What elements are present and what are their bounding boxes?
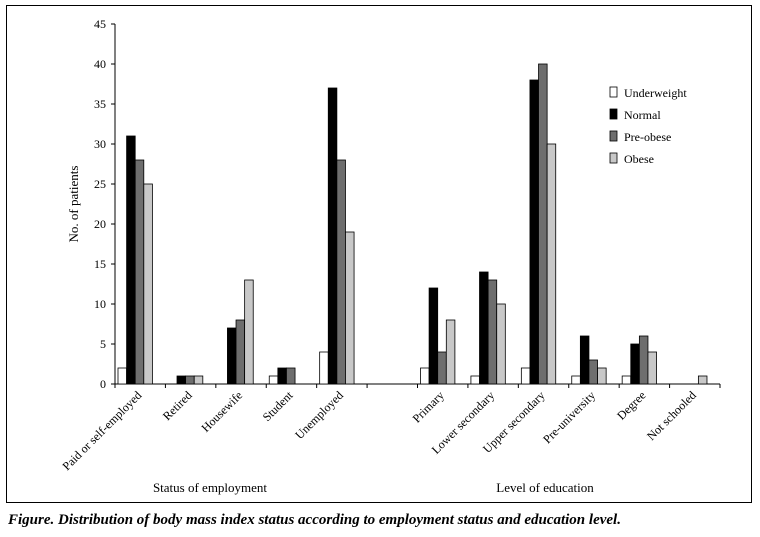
bar <box>235 319 246 385</box>
chart-ticks: 0 5 10 15 20 25 30 35 40 45 <box>94 17 721 391</box>
bar <box>630 343 640 385</box>
legend-label: Normal <box>624 108 661 122</box>
bar <box>134 159 145 385</box>
bar <box>571 375 581 385</box>
bar <box>268 375 279 385</box>
bar <box>520 367 531 385</box>
legend-swatch <box>609 152 618 164</box>
bar <box>319 351 329 385</box>
bar <box>117 367 128 385</box>
y-tick-label: 25 <box>94 177 106 191</box>
bar <box>697 375 708 385</box>
y-tick-label: 0 <box>100 377 106 391</box>
category-label: Student <box>260 388 296 424</box>
y-tick-label: 45 <box>94 17 106 31</box>
category-label: Unemployed <box>292 388 346 442</box>
bar <box>538 63 548 385</box>
y-tick-label: 30 <box>94 137 106 151</box>
category-label: Paid or self-employed <box>59 388 144 473</box>
bar <box>470 375 480 385</box>
bar <box>529 79 539 385</box>
chart-axes <box>114 24 720 385</box>
bar <box>428 287 439 385</box>
legend-swatch <box>609 130 618 142</box>
y-tick-label: 40 <box>94 57 106 71</box>
bar <box>588 359 598 385</box>
bar <box>345 231 355 385</box>
legend-label: Pre-obese <box>624 130 671 144</box>
caption-text: Distribution of body mass index status a… <box>58 512 621 528</box>
bar <box>647 351 657 385</box>
bar <box>445 319 456 385</box>
category-label: Pre-university <box>540 388 598 446</box>
figure-frame <box>6 5 752 503</box>
y-axis-label: No. of patients <box>66 166 81 243</box>
bar <box>579 335 590 385</box>
bar <box>496 303 506 385</box>
bar <box>193 375 204 385</box>
bar <box>420 367 430 385</box>
legend-label: Obese <box>624 152 654 166</box>
bar <box>176 375 187 385</box>
figure-caption: Figure. Distribution of body mass index … <box>8 512 621 529</box>
bmi-bar-chart: 0 5 10 15 20 25 30 35 40 45 Paid or self-employed… <box>59 17 721 495</box>
legend-swatch <box>609 108 618 120</box>
bar <box>227 327 237 385</box>
bar <box>336 159 346 385</box>
category-label: Housewife <box>199 388 246 435</box>
y-tick-label: 10 <box>94 297 106 311</box>
y-tick-label: 20 <box>94 217 106 231</box>
bar <box>437 351 447 385</box>
bar <box>621 375 632 385</box>
bar <box>327 87 338 385</box>
category-labels: Paid or self-employed Retired Housewife Stu… <box>59 388 698 473</box>
bar <box>479 271 489 385</box>
bar <box>277 367 287 385</box>
legend-label: Underweight <box>624 86 687 100</box>
chart-legend: Underweight Normal Pre-obese Obese <box>609 86 687 166</box>
y-tick-label: 35 <box>94 97 106 111</box>
chart-bars <box>117 63 708 385</box>
category-label: Retired <box>160 388 195 423</box>
category-label: Primary <box>410 388 447 425</box>
bar <box>126 135 136 385</box>
caption-lead: Figure. <box>8 512 55 528</box>
bar <box>487 279 498 385</box>
bar <box>143 183 153 385</box>
bar <box>185 375 195 385</box>
group-label-education: Level of education <box>496 480 594 495</box>
bar <box>638 335 649 385</box>
category-label: Degree <box>614 388 648 422</box>
y-tick-label: 5 <box>100 337 106 351</box>
bar <box>244 279 254 385</box>
legend-swatch <box>609 86 618 98</box>
group-label-employment: Status of employment <box>153 480 267 495</box>
y-tick-label: 15 <box>94 257 106 271</box>
bar <box>597 367 607 385</box>
bar <box>546 143 557 385</box>
category-label: Not schooled <box>644 388 699 443</box>
bar <box>286 367 296 385</box>
